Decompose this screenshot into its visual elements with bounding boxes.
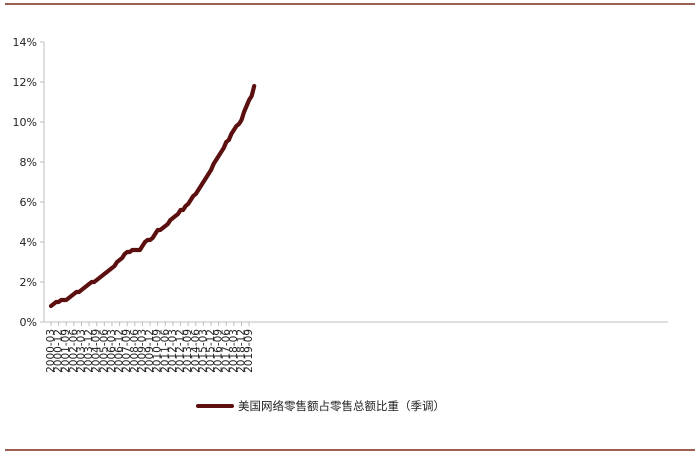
x-tick-label: 2003-03: [75, 329, 87, 373]
x-tick-label: 2012-12: [175, 329, 187, 373]
x-tick-label: 2016-09: [213, 329, 225, 373]
x-tick-label: 2011-06: [159, 329, 171, 373]
x-tick-label: 2014-06: [190, 329, 202, 373]
x-tick-label: 2009-03: [136, 329, 148, 373]
x-tick-label: 2006-12: [114, 329, 126, 373]
x-tick-label: 2004-09: [91, 329, 103, 373]
legend: 美国网络零售额占零售总额比重（季调）: [196, 399, 445, 413]
x-tick-label: 2007-09: [121, 329, 133, 373]
x-tick-label: 2012-03: [167, 329, 179, 373]
x-tick-label: 2005-06: [98, 329, 110, 373]
x-tick-label: 2006-03: [106, 329, 118, 373]
x-tick-label: 2013-09: [182, 329, 194, 373]
x-tick-label: 2018-03: [228, 329, 240, 373]
y-tick-label: 8%: [20, 156, 37, 169]
x-tick-label: 2015-12: [205, 329, 217, 373]
plot-area: [48, 83, 257, 309]
x-tick-label: 2002-06: [68, 329, 80, 373]
series-line: [48, 83, 257, 309]
y-tick-label: 2%: [20, 276, 37, 289]
x-tick-label: 2019-09: [243, 329, 255, 373]
x-tick-label: 2000-03: [45, 329, 57, 373]
y-tick-label: 6%: [20, 196, 37, 209]
y-tick-label: 4%: [20, 236, 37, 249]
x-tick-label: 2009-12: [144, 329, 156, 373]
legend-label: 美国网络零售额占零售总额比重（季调）: [238, 399, 445, 413]
x-tick-label: 2017-06: [220, 329, 232, 373]
x-tick-label: 2000-12: [53, 329, 65, 373]
y-axis: 0% 2% 4% 6% 8% 10% 12% 14%: [13, 36, 45, 329]
x-tick-label: 2018-12: [236, 329, 248, 373]
x-tick-label: 2003-12: [83, 329, 95, 373]
y-tick-label: 12%: [13, 76, 37, 89]
x-tick-label: 2008-06: [129, 329, 141, 373]
x-tick-label: 2010-09: [152, 329, 164, 373]
y-tick-label: 0%: [20, 316, 37, 329]
y-tick-label: 10%: [13, 116, 37, 129]
x-axis: 2000-032000-122001-092002-062003-032003-…: [44, 321, 668, 373]
y-tick-label: 14%: [13, 36, 37, 49]
x-tick-label: 2001-09: [60, 329, 72, 373]
x-tick-label: 2015-03: [197, 329, 209, 373]
